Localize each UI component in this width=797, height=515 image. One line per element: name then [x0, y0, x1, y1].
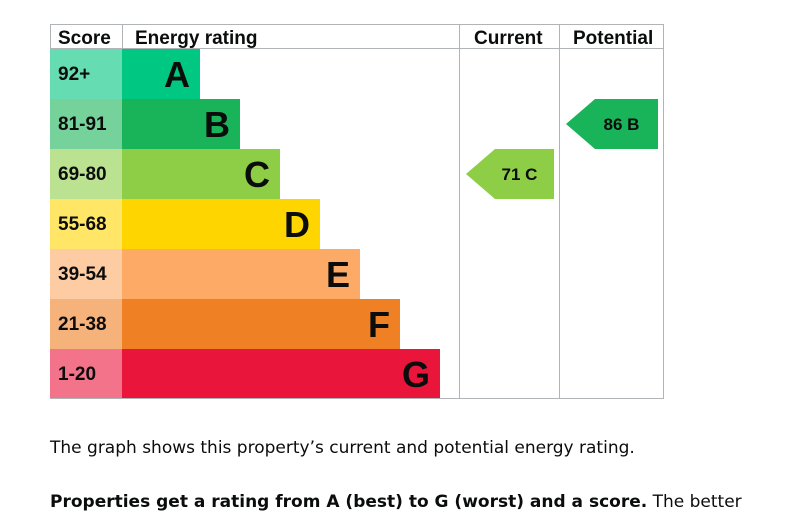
score-cell-g — [50, 349, 122, 399]
potential-rating-label: 86 B — [604, 115, 640, 134]
score-range-g: 1-20 — [58, 364, 96, 385]
current-header: Current — [474, 28, 543, 49]
band-letter-d: D — [284, 204, 310, 245]
potential-header: Potential — [573, 28, 653, 49]
score-range-f: 21-38 — [58, 314, 107, 335]
band-bar-d — [122, 199, 320, 249]
current-arrow — [466, 149, 554, 199]
band-bar-c — [122, 149, 280, 199]
score-header: Score — [58, 28, 111, 49]
score-range-a: 92+ — [58, 64, 90, 85]
score-cell-e — [50, 249, 122, 299]
score-cell-d — [50, 199, 122, 249]
chart-header: Score Energy rating Current Potential — [58, 28, 653, 49]
score-range-b: 81-91 — [58, 114, 107, 135]
band-bar-g — [122, 349, 440, 399]
score-range-d: 55-68 — [58, 214, 107, 235]
score-cell-b — [50, 99, 122, 149]
band-bar-a — [122, 49, 200, 99]
potential-arrow — [566, 99, 658, 149]
score-range-c: 69-80 — [58, 164, 107, 185]
chart-description: The graph shows this property’s current … — [50, 438, 635, 458]
current-rating-label: 71 C — [502, 165, 538, 184]
rating-explanation-bold: Properties get a rating from A (best) to… — [50, 492, 648, 512]
band-bar-f — [122, 299, 400, 349]
band-letter-e: E — [326, 254, 350, 295]
score-cell-a — [50, 49, 122, 99]
rating-explanation-rest: The better — [647, 492, 742, 512]
rating-bands: 92+ A 81-91 B 69-80 C 55-68 D 39-54 E 21-38 F 1-20 G — [50, 49, 440, 399]
band-letter-a: A — [164, 54, 190, 95]
band-letter-b: B — [204, 104, 230, 145]
band-letter-c: C — [244, 154, 270, 195]
rating-explanation: Properties get a rating from A (best) to… — [50, 490, 780, 515]
score-range-e: 39-54 — [58, 264, 107, 285]
rating-arrows: 71 C 86 B — [466, 99, 658, 199]
band-bar-e — [122, 249, 360, 299]
score-cell-f — [50, 299, 122, 349]
chart-grid — [50, 24, 664, 399]
score-cell-c — [50, 149, 122, 199]
energy-rating-chart: 92+ A81-91 B69-80 C55-68 D39-54 E21-38 F1-20 G … — [50, 24, 664, 399]
band-letter-g: G — [402, 354, 430, 395]
energy-rating-header: Energy rating — [135, 28, 257, 49]
band-letter-f: F — [368, 304, 390, 345]
band-bar-b — [122, 99, 240, 149]
